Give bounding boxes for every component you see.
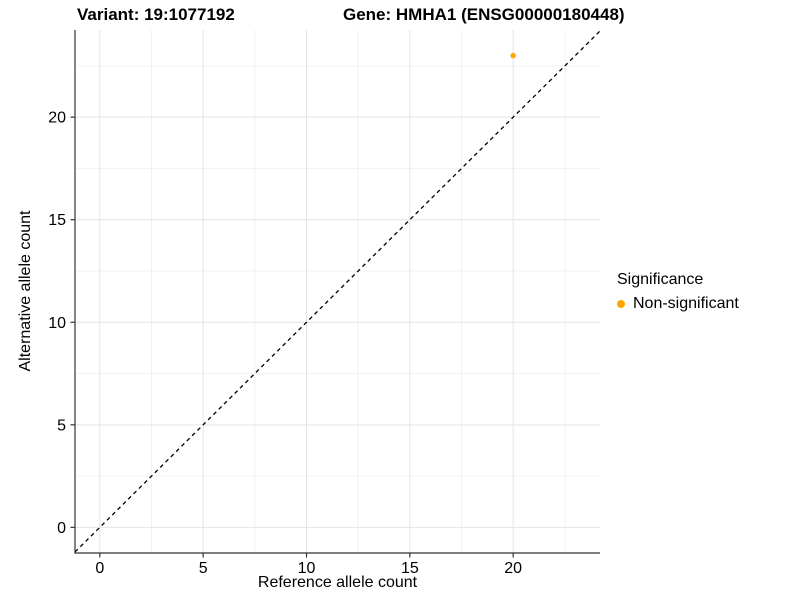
variant-title: Variant: 19:1077192	[77, 5, 235, 24]
x-tick-label: 20	[504, 560, 522, 577]
legend-entry: Non-significant	[617, 295, 739, 313]
legend-title: Significance	[617, 271, 704, 288]
x-tick-label: 15	[401, 560, 419, 577]
y-tick-label: 20	[48, 110, 66, 127]
y-axis-title: Alternative allele count	[17, 210, 34, 372]
y-tick-label: 15	[48, 212, 66, 229]
x-tick-label: 5	[199, 560, 208, 577]
identity-line	[74, 30, 601, 553]
x-tick-label: 0	[95, 560, 104, 577]
y-tick-label: 10	[48, 315, 66, 332]
y-tick-label: 5	[57, 417, 66, 434]
x-tick-label: 10	[298, 560, 316, 577]
legend-point-icon	[617, 300, 625, 308]
y-tick-label: 0	[57, 520, 66, 537]
x-axis-title: Reference allele count	[257, 574, 418, 591]
legend: Significance Non-significant	[617, 271, 739, 313]
legend-entry-label: Non-significant	[633, 295, 739, 312]
gene-title: Gene: HMHA1 (ENSG00000180448)	[343, 5, 625, 24]
data-point	[510, 52, 516, 59]
